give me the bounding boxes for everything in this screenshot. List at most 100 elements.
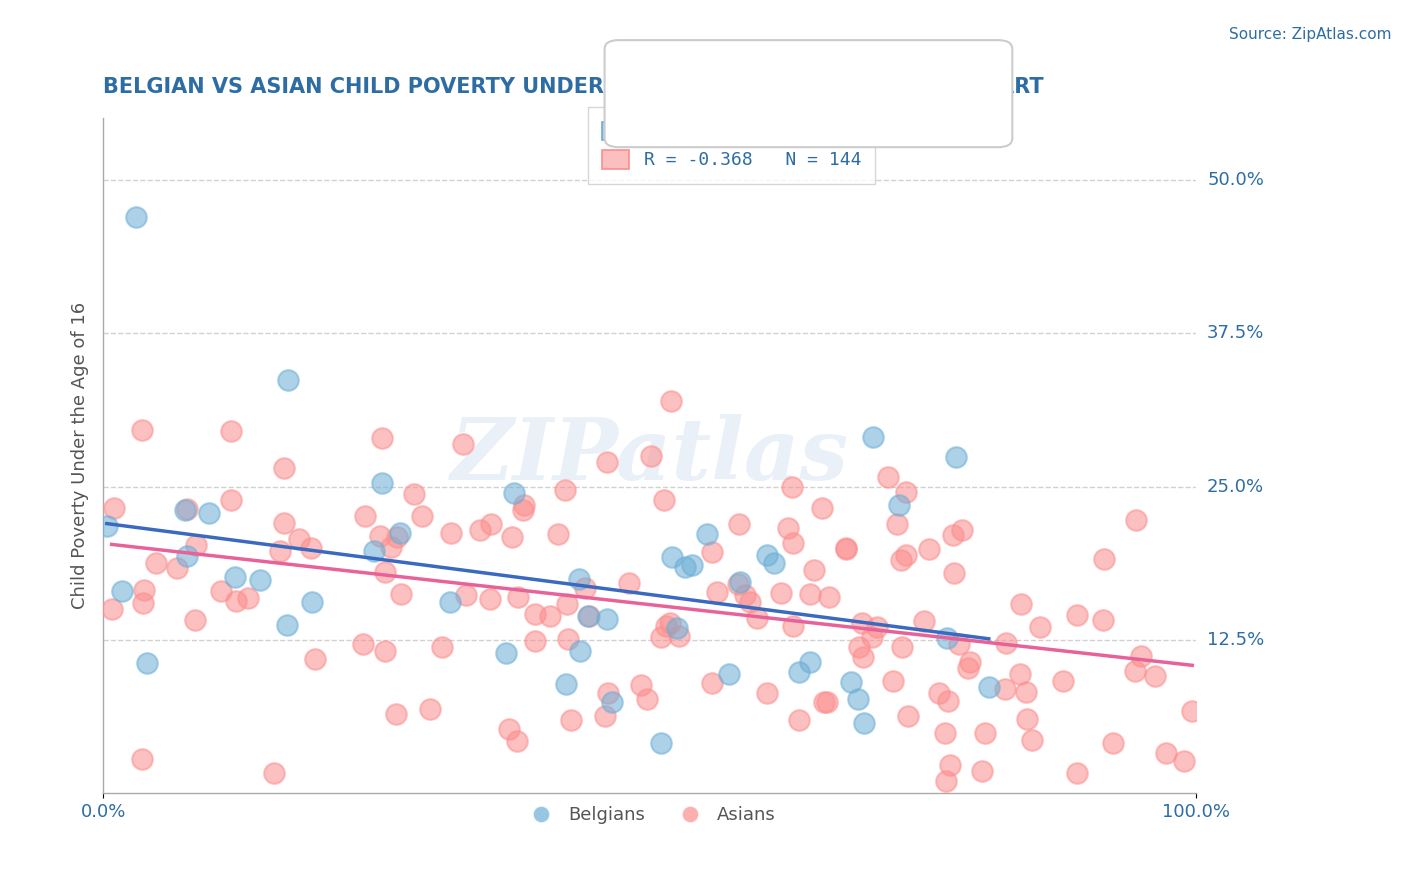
Text: BELGIAN VS ASIAN CHILD POVERTY UNDER THE AGE OF 16 CORRELATION CHART: BELGIAN VS ASIAN CHILD POVERTY UNDER THE…	[103, 78, 1043, 97]
asian	[658, 616, 681, 631]
asian	[886, 517, 908, 532]
asian	[745, 610, 768, 624]
asian	[702, 545, 724, 559]
belgian	[198, 507, 221, 521]
asian	[636, 691, 658, 706]
asian	[661, 393, 683, 408]
asian	[1092, 551, 1115, 566]
asian	[432, 640, 454, 655]
asian	[219, 424, 242, 438]
asian	[1173, 754, 1195, 768]
asian	[100, 601, 122, 615]
asian	[513, 498, 536, 512]
asian	[1021, 733, 1043, 747]
asian	[848, 640, 870, 654]
asian	[891, 640, 914, 654]
asian	[818, 590, 841, 604]
asian	[728, 516, 751, 531]
belgian	[936, 632, 959, 646]
asian	[287, 532, 309, 546]
asian	[970, 764, 993, 778]
asian	[506, 733, 529, 747]
belgian	[681, 558, 703, 572]
belgian	[388, 525, 411, 540]
asian	[877, 470, 900, 484]
asian	[263, 766, 285, 780]
belgian	[887, 498, 910, 512]
asian	[799, 587, 821, 601]
asian	[374, 565, 396, 579]
asian	[950, 524, 973, 538]
belgian	[249, 573, 271, 587]
belgian	[718, 666, 741, 681]
asian	[778, 521, 800, 535]
asian	[385, 530, 408, 544]
belgian	[945, 450, 967, 465]
belgian	[600, 694, 623, 708]
Text: 37.5%: 37.5%	[1208, 324, 1264, 343]
asian	[936, 693, 959, 707]
belgian	[363, 544, 385, 558]
belgian	[568, 643, 591, 657]
asian	[1125, 665, 1147, 679]
belgian	[839, 675, 862, 690]
asian	[451, 436, 474, 450]
asian	[918, 541, 941, 556]
Text: 25.0%: 25.0%	[1208, 477, 1264, 496]
Text: ZIPatlas: ZIPatlas	[450, 414, 849, 498]
asian	[1008, 666, 1031, 681]
belgian	[728, 574, 751, 589]
Text: 50.0%: 50.0%	[1208, 170, 1264, 189]
asian	[756, 686, 779, 700]
asian	[813, 695, 835, 709]
asian	[835, 541, 858, 555]
belgian	[301, 594, 323, 608]
asian	[994, 636, 1017, 650]
asian	[419, 702, 441, 716]
asian	[1144, 668, 1167, 682]
asian	[103, 500, 125, 515]
asian	[273, 516, 295, 530]
belgian	[853, 715, 876, 730]
asian	[374, 644, 396, 658]
asian	[554, 483, 576, 498]
asian	[380, 540, 402, 554]
asian	[811, 500, 834, 515]
belgian	[846, 692, 869, 706]
asian	[942, 528, 965, 542]
belgian	[495, 646, 517, 660]
asian	[866, 620, 889, 634]
asian	[501, 530, 523, 544]
asian	[650, 630, 672, 644]
asian	[523, 633, 546, 648]
belgian	[277, 373, 299, 387]
asian	[973, 726, 995, 740]
asian	[1029, 620, 1052, 634]
asian	[131, 752, 153, 766]
belgian	[568, 572, 591, 586]
belgian	[276, 618, 298, 632]
asian	[928, 686, 950, 700]
asian	[894, 549, 917, 563]
Legend: Belgians, Asians: Belgians, Asians	[516, 799, 783, 831]
asian	[1066, 765, 1088, 780]
asian	[555, 597, 578, 611]
asian	[166, 561, 188, 575]
asian	[734, 588, 756, 602]
asian	[1010, 597, 1032, 611]
asian	[132, 596, 155, 610]
asian	[851, 616, 873, 631]
asian	[617, 575, 640, 590]
belgian	[125, 210, 148, 224]
asian	[782, 536, 804, 550]
belgian	[111, 583, 134, 598]
belgian	[665, 621, 688, 635]
asian	[273, 461, 295, 475]
asian	[209, 584, 232, 599]
Text: Source: ZipAtlas.com: Source: ZipAtlas.com	[1229, 27, 1392, 42]
asian	[882, 674, 904, 689]
asian	[1052, 674, 1074, 689]
asian	[655, 618, 678, 632]
belgian	[576, 609, 599, 624]
asian	[834, 541, 856, 556]
